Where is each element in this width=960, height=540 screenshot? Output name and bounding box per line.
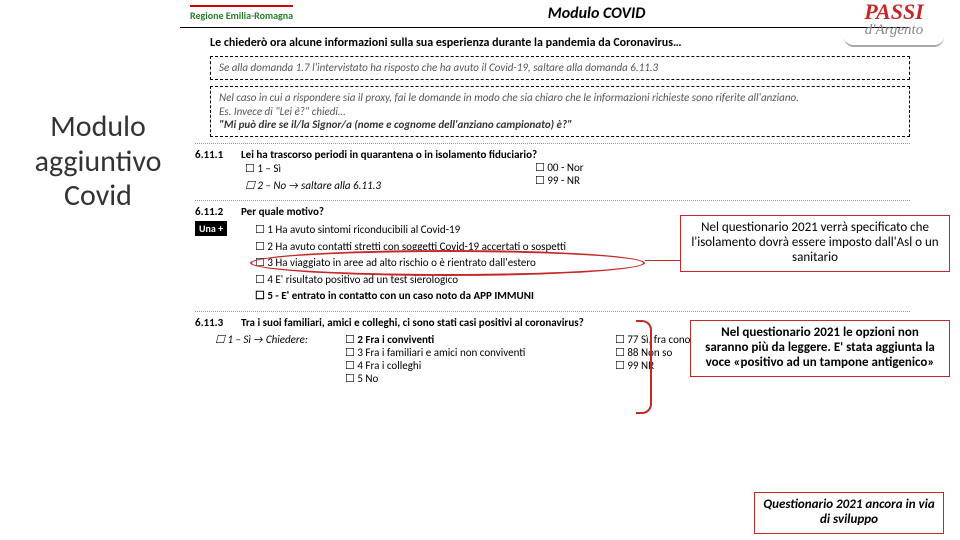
q2-tag: Una + bbox=[195, 221, 227, 236]
q1-right2: 99 - NR bbox=[535, 174, 584, 187]
logo-line1: PASSI bbox=[844, 2, 944, 22]
q2-num: 6.11.2 bbox=[195, 205, 241, 218]
q3-l1: 1 – Sì → Chiedere: bbox=[215, 333, 308, 346]
doc-title: Modulo COVID bbox=[293, 4, 900, 23]
proxy-l3: "Mi può dire se il/la Signor/a (nome e c… bbox=[219, 118, 572, 131]
document-header: Regione Emilia-Romagna Modulo COVID bbox=[180, 0, 910, 28]
slide-title: Modulo aggiuntivo Covid bbox=[8, 110, 188, 214]
proxy-l1: Nel caso in cui a rispondere sia il prox… bbox=[219, 91, 799, 104]
proxy-note-box: Nel caso in cui a rispondere sia il prox… bbox=[210, 86, 910, 137]
q3-opt2: 2 Fra i conviventi bbox=[345, 333, 525, 346]
q3-opt3: 3 Fra i familiari e amici non conviventi bbox=[345, 346, 525, 359]
question-6-11-1: 6.11.1 Lei ha trascorso periodi in quara… bbox=[195, 143, 910, 194]
callout-2: Nel questionario 2021 le opzioni non sar… bbox=[690, 320, 950, 377]
q2-opt4: 4 E' risultato positivo ad un test siero… bbox=[255, 272, 910, 289]
q3-opt4: 4 Fra i colleghi bbox=[345, 359, 525, 372]
annotation-connector bbox=[645, 260, 685, 261]
q3-num: 6.11.3 bbox=[195, 316, 241, 329]
q1-text: Lei ha trascorso periodi in quarantena o… bbox=[241, 148, 910, 161]
intro-text: Le chiederò ora alcune informazioni sull… bbox=[210, 36, 770, 50]
q1-right1: 00 - Nor bbox=[535, 161, 584, 174]
callout-1: Nel questionario 2021 verrà specificato … bbox=[680, 215, 950, 272]
passi-logo: PASSI d'Argento bbox=[844, 2, 944, 47]
q1-num: 6.11.1 bbox=[195, 148, 241, 161]
q3-opt5: 5 No bbox=[345, 372, 525, 385]
q2-opt5: 5 - E' entrato in contatto con un caso n… bbox=[255, 288, 910, 305]
skip-note-box: Se alla domanda 1.7 l'intervistato ha ri… bbox=[210, 56, 910, 80]
callout-3: Questionario 2021 ancora in via di svilu… bbox=[754, 492, 944, 534]
annotation-brace bbox=[636, 320, 652, 414]
proxy-l2: Es. Invece di "Lei è?" chiedi… bbox=[219, 105, 346, 118]
region-logo: Regione Emilia-Romagna bbox=[190, 5, 293, 22]
